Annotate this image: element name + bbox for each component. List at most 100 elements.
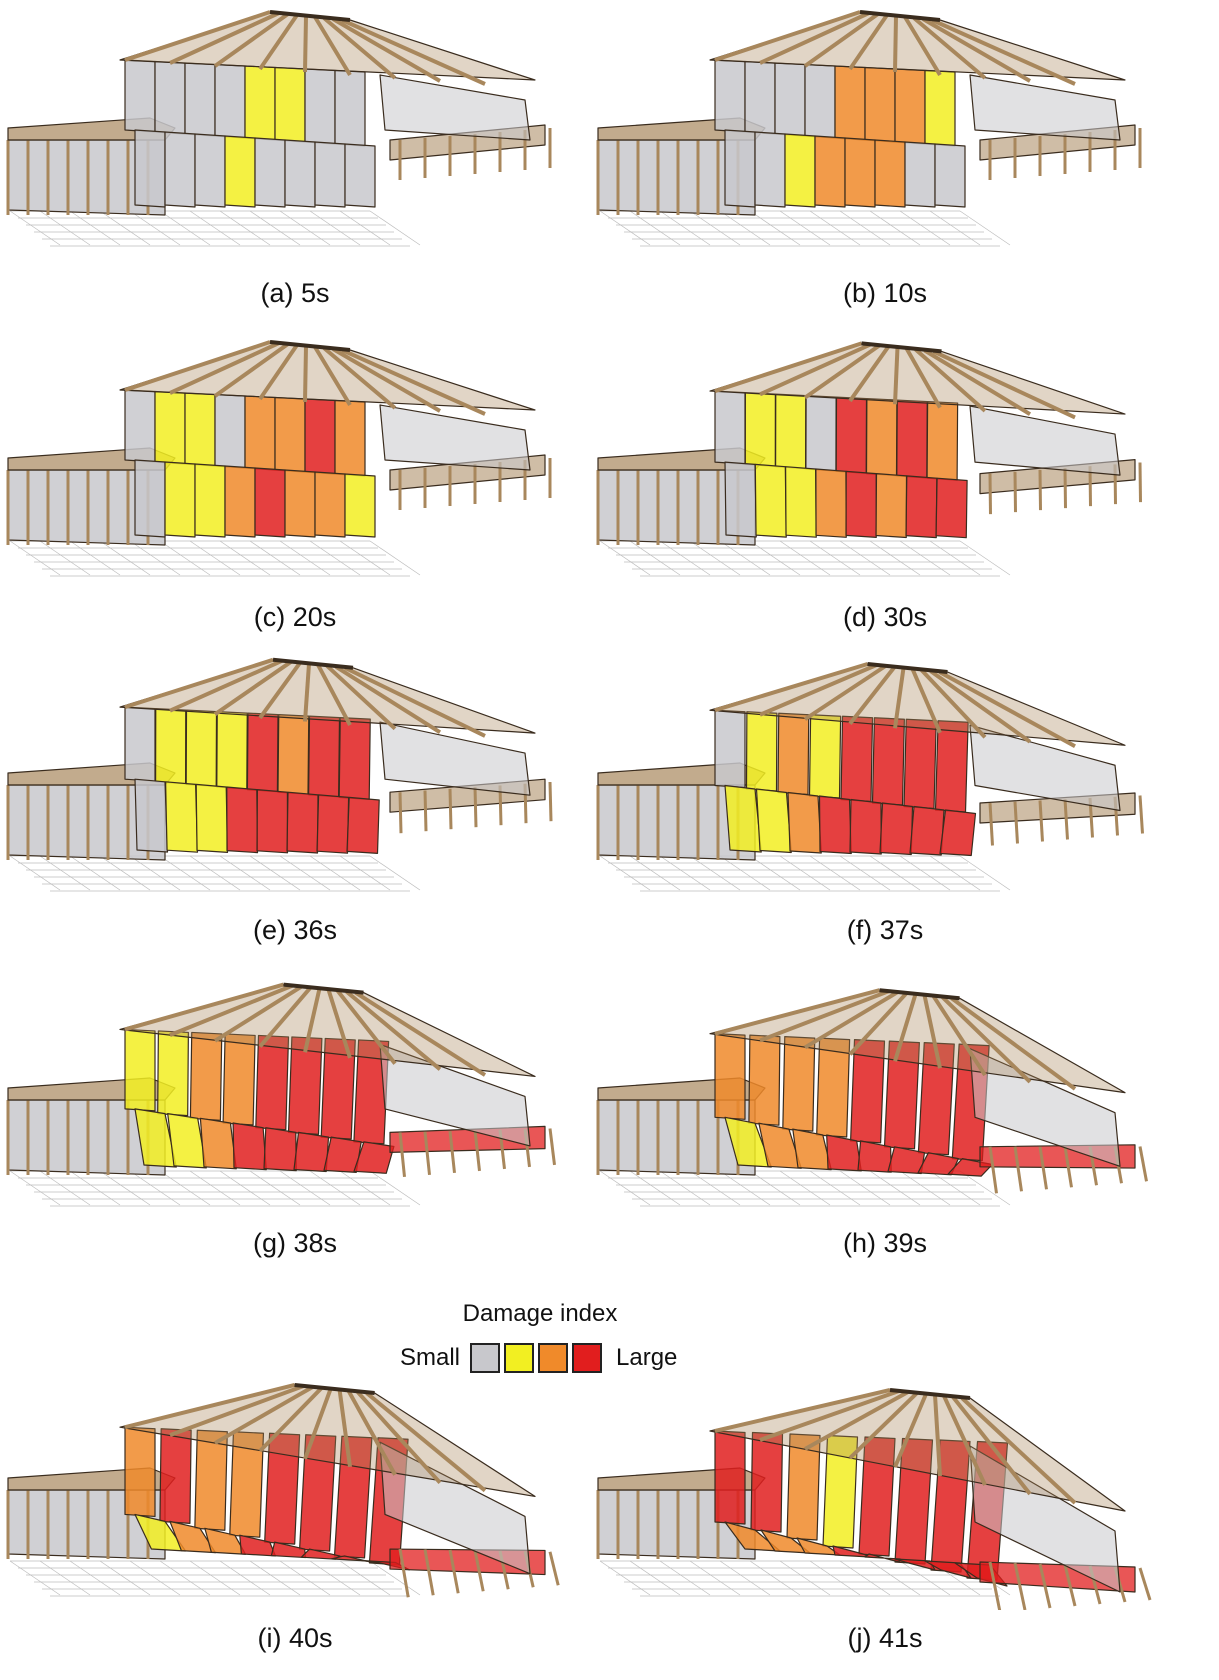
roof-rafter bbox=[803, 12, 880, 68]
lower-wall-panel bbox=[293, 1131, 330, 1173]
ground-grid bbox=[599, 855, 1011, 892]
grid-line bbox=[129, 1560, 181, 1596]
porch-post bbox=[1038, 1146, 1048, 1190]
lower-wall-panel bbox=[755, 788, 792, 854]
grid-line bbox=[219, 210, 271, 246]
grid-line bbox=[839, 210, 891, 246]
upper-wall-panel bbox=[926, 400, 959, 481]
upper-wall-panel bbox=[816, 1037, 851, 1138]
lower-wall-panel bbox=[826, 1134, 862, 1172]
lower-wall-panel bbox=[134, 1108, 177, 1168]
roof-rafter bbox=[848, 345, 891, 403]
legend-large-label: Large bbox=[616, 1344, 678, 1371]
lower-wall-panel bbox=[134, 129, 166, 208]
lower-wall-panel bbox=[286, 791, 319, 854]
porch-post bbox=[1063, 799, 1069, 840]
annex-wing bbox=[596, 447, 766, 546]
roof-rafter bbox=[759, 663, 878, 717]
porch-post bbox=[988, 473, 992, 515]
grid-line bbox=[659, 1170, 711, 1206]
porch-post bbox=[473, 1550, 485, 1592]
main-block bbox=[714, 709, 1144, 857]
grid-line bbox=[839, 855, 891, 891]
roof-rafter bbox=[365, 1391, 487, 1493]
roof-rafter bbox=[124, 982, 285, 1032]
roof-rafter bbox=[124, 1383, 296, 1430]
grid-line bbox=[9, 1560, 61, 1596]
lower-wall-panel bbox=[353, 1141, 395, 1174]
legend-swatches bbox=[470, 1343, 606, 1373]
porch-post bbox=[473, 1130, 481, 1172]
upper-wall-panel bbox=[744, 60, 776, 135]
roof-ridge bbox=[867, 662, 948, 674]
porch-post bbox=[1038, 469, 1042, 511]
legend-small-label: Small bbox=[400, 1344, 461, 1371]
upper-right-wall bbox=[969, 1445, 1121, 1593]
grid-line bbox=[839, 1560, 891, 1596]
upper-wall-panel bbox=[184, 62, 216, 137]
upper-wall-panel bbox=[744, 391, 776, 467]
ground-grid bbox=[599, 1170, 1011, 1207]
upper-right-wall bbox=[969, 724, 1121, 812]
grid-line bbox=[39, 540, 91, 576]
panel-g bbox=[0, 960, 580, 1260]
grid-line bbox=[779, 210, 831, 246]
grid-line bbox=[189, 540, 241, 576]
roof-truss bbox=[709, 1388, 1126, 1512]
grid-line bbox=[279, 540, 331, 576]
upper-wall-panel bbox=[216, 710, 248, 790]
grid-line bbox=[39, 1560, 91, 1596]
legend-swatch-small bbox=[470, 1343, 501, 1373]
legend-title: Damage index bbox=[462, 1300, 618, 1327]
lower-wall-panel bbox=[939, 809, 977, 857]
roof-rafter bbox=[714, 1388, 891, 1433]
porch-post bbox=[398, 792, 403, 834]
lower-wall-panel bbox=[724, 129, 756, 208]
grid-line bbox=[869, 855, 921, 891]
upper-wall-panel bbox=[774, 62, 806, 137]
upper-wall-panel bbox=[903, 718, 937, 810]
grid-line bbox=[219, 1560, 271, 1596]
roof-rafter bbox=[931, 18, 1076, 86]
lower-wall-panel bbox=[256, 789, 289, 854]
roof-rafter bbox=[303, 663, 311, 722]
roof-ridge bbox=[272, 657, 354, 670]
porch-post bbox=[1138, 462, 1142, 503]
grid-line bbox=[339, 855, 391, 891]
porch-post bbox=[1013, 1146, 1023, 1192]
grid-line bbox=[719, 855, 771, 891]
grid-line bbox=[39, 210, 91, 246]
roof-rafter bbox=[912, 16, 987, 80]
roof-ridge bbox=[889, 1388, 971, 1400]
lower-wall-panel bbox=[904, 141, 936, 208]
caption-e: (e) 36s bbox=[252, 915, 338, 945]
roof-ridge bbox=[861, 341, 942, 354]
legend-swatch-low bbox=[504, 1343, 535, 1373]
lower-wall-panel bbox=[935, 477, 968, 539]
grid-line bbox=[279, 1170, 331, 1206]
grid-line bbox=[779, 1560, 831, 1596]
main-block bbox=[714, 390, 1142, 539]
grid-line bbox=[9, 210, 61, 246]
upper-wall-panel bbox=[748, 1034, 781, 1126]
roof-rafter bbox=[124, 340, 271, 392]
upper-wall-panel bbox=[214, 393, 246, 469]
grid-line bbox=[869, 210, 921, 246]
grid-line bbox=[629, 210, 681, 246]
upper-wall-panel bbox=[805, 394, 837, 472]
porch-post bbox=[1038, 800, 1044, 842]
lower-wall-panel bbox=[284, 139, 316, 208]
roof-rafter bbox=[213, 342, 290, 398]
roof-rafter bbox=[903, 15, 942, 77]
upper-wall-panel bbox=[159, 1428, 192, 1524]
roof-rafter bbox=[932, 349, 1076, 420]
grid-line bbox=[219, 1170, 271, 1206]
roof-ridge bbox=[269, 10, 351, 22]
lower-wall-panel bbox=[164, 131, 196, 208]
grid-line bbox=[659, 540, 711, 576]
roof-rafter bbox=[354, 990, 487, 1077]
roof-rafter bbox=[169, 341, 280, 395]
roof-truss bbox=[119, 1382, 536, 1498]
grid-line bbox=[369, 1170, 421, 1206]
roof-rafter bbox=[258, 1386, 324, 1453]
